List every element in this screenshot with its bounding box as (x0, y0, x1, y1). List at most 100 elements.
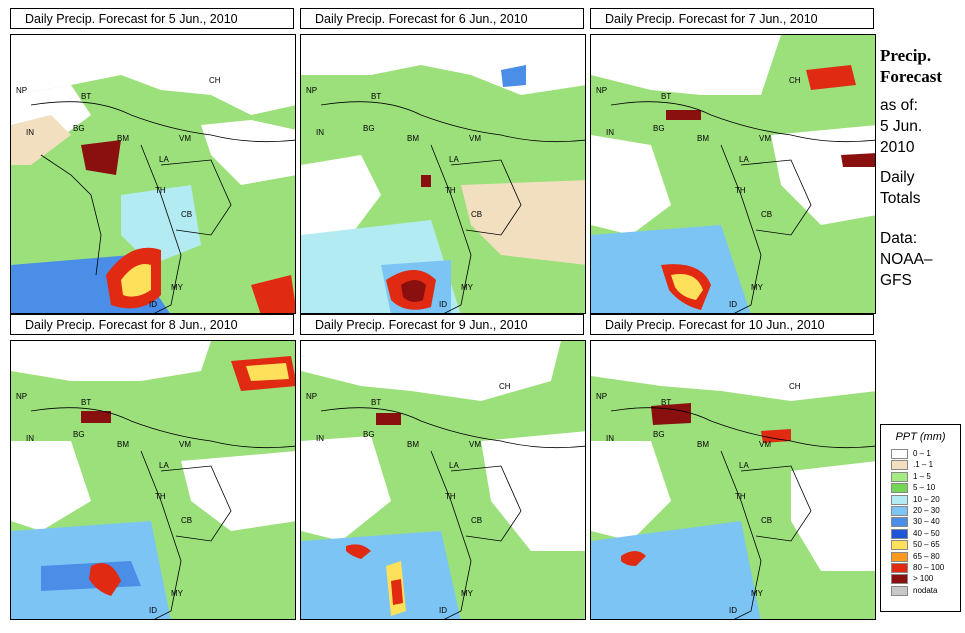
label-np: NP (16, 392, 27, 401)
label-la: LA (739, 155, 749, 164)
label-la: LA (159, 155, 169, 164)
label-la: LA (449, 461, 459, 470)
daily-totals-block: Daily Totals (880, 167, 965, 209)
label-np: NP (596, 86, 607, 95)
asof-date1: 5 Jun. (880, 118, 923, 135)
legend-label: 80 – 100 (913, 562, 945, 572)
legend-swatch (891, 471, 908, 482)
legend-item: 0 – 1 (881, 449, 960, 460)
legend-label: 0 – 1 (913, 449, 931, 458)
label-bm: BM (407, 134, 419, 143)
data-source-block: Data: NOAA– GFS (880, 228, 965, 291)
label-my: MY (461, 283, 474, 292)
panel-title: Daily Precip. Forecast for 5 Jun., 2010 (10, 8, 294, 29)
label-bm: BM (117, 134, 129, 143)
legend-swatch (891, 494, 908, 505)
legend-item: > 100 (881, 574, 960, 585)
label-id: ID (149, 606, 157, 615)
legend-label: 20 – 30 (913, 505, 940, 515)
label-my: MY (461, 589, 474, 598)
label-bt: BT (661, 398, 671, 407)
label-bg: BG (363, 124, 375, 133)
label-la: LA (739, 461, 749, 470)
legend-label: 5 – 10 (913, 483, 936, 493)
legend-label: 65 – 80 (913, 551, 940, 561)
legend-item: 50 – 65 (881, 540, 960, 551)
map-svg: NP BT CH IN BG BM VM LA TH CB MY ID (591, 341, 875, 619)
label-bg: BG (363, 430, 375, 439)
title-line2: Forecast (880, 67, 942, 86)
label-id: ID (729, 606, 737, 615)
label-vm: VM (759, 134, 771, 143)
legend-item: nodata (881, 585, 960, 597)
legend-item: 20 – 30 (881, 505, 960, 517)
label-bm: BM (117, 440, 129, 449)
label-bm: BM (697, 440, 709, 449)
label-id: ID (149, 300, 157, 309)
legend-swatch (891, 483, 908, 494)
forecast-panel-jun6: Daily Precip. Forecast for 6 Jun., 2010 … (300, 8, 586, 314)
label-th: TH (735, 492, 746, 501)
label-ch: CH (209, 76, 221, 85)
label-np: NP (306, 86, 317, 95)
label-cb: CB (761, 210, 772, 219)
label-in: IN (606, 434, 614, 443)
legend-label: 1 – 5 (913, 471, 931, 481)
label-cb: CB (471, 210, 482, 219)
totals-label: Totals (880, 190, 921, 207)
source-line2: GFS (880, 272, 912, 289)
legend-item: .1 – 1 (881, 460, 960, 471)
map-svg: NP BT CH IN BG BM VM LA TH CB MY ID (11, 35, 295, 313)
label-my: MY (751, 283, 764, 292)
label-bg: BG (73, 124, 85, 133)
label-id: ID (439, 300, 447, 309)
forecast-panel-jun10: Daily Precip. Forecast for 10 Jun., 2010… (590, 314, 876, 620)
label-bg: BG (73, 430, 85, 439)
label-bt: BT (81, 398, 91, 407)
label-bt: BT (661, 92, 671, 101)
label-ch: CH (499, 382, 511, 391)
panel-title: Daily Precip. Forecast for 9 Jun., 2010 (300, 314, 584, 335)
legend-swatch (891, 460, 908, 471)
label-np: NP (16, 86, 27, 95)
precip-map: NP BT CH IN BG BM VM LA TH CB MY ID (590, 34, 876, 314)
legend-swatch (891, 562, 908, 573)
label-th: TH (445, 186, 456, 195)
legend-label: 40 – 50 (913, 528, 940, 538)
label-cb: CB (761, 516, 772, 525)
legend-swatch (891, 505, 908, 516)
label-vm: VM (469, 134, 481, 143)
label-ch: CH (789, 76, 801, 85)
label-vm: VM (469, 440, 481, 449)
legend-item: 30 – 40 (881, 517, 960, 528)
label-ch: CH (789, 382, 801, 391)
title-line1: Precip. (880, 46, 932, 65)
data-label: Data: (880, 230, 918, 247)
legend-label: > 100 (913, 574, 934, 584)
label-th: TH (155, 492, 166, 501)
legend-swatch (891, 574, 908, 585)
precip-map: NP BT CH IN BG BM VM LA TH CB MY ID (590, 340, 876, 620)
label-bt: BT (371, 92, 381, 101)
label-bm: BM (407, 440, 419, 449)
legend-item: 65 – 80 (881, 551, 960, 563)
label-la: LA (449, 155, 459, 164)
label-th: TH (735, 186, 746, 195)
legend-title: PPT (mm) (895, 431, 946, 443)
label-bm: BM (697, 134, 709, 143)
source-line1: NOAA– (880, 251, 933, 268)
label-in: IN (316, 128, 324, 137)
forecast-panel-jun8: Daily Precip. Forecast for 8 Jun., 2010 … (10, 314, 296, 620)
label-bg: BG (653, 124, 665, 133)
asof-block: as of: 5 Jun. 2010 (880, 95, 965, 158)
map-svg: NP BT CH IN BG BM VM LA TH CB MY ID (591, 35, 875, 313)
legend-swatch (891, 585, 908, 596)
asof-date2: 2010 (880, 139, 915, 156)
legend-swatch (891, 528, 908, 539)
legend-item: 40 – 50 (881, 528, 960, 540)
label-my: MY (171, 283, 184, 292)
precip-map: NP BT IN BG BM VM LA TH CB MY ID (10, 340, 296, 620)
panel-title: Daily Precip. Forecast for 10 Jun., 2010 (590, 314, 874, 335)
label-cb: CB (181, 210, 192, 219)
